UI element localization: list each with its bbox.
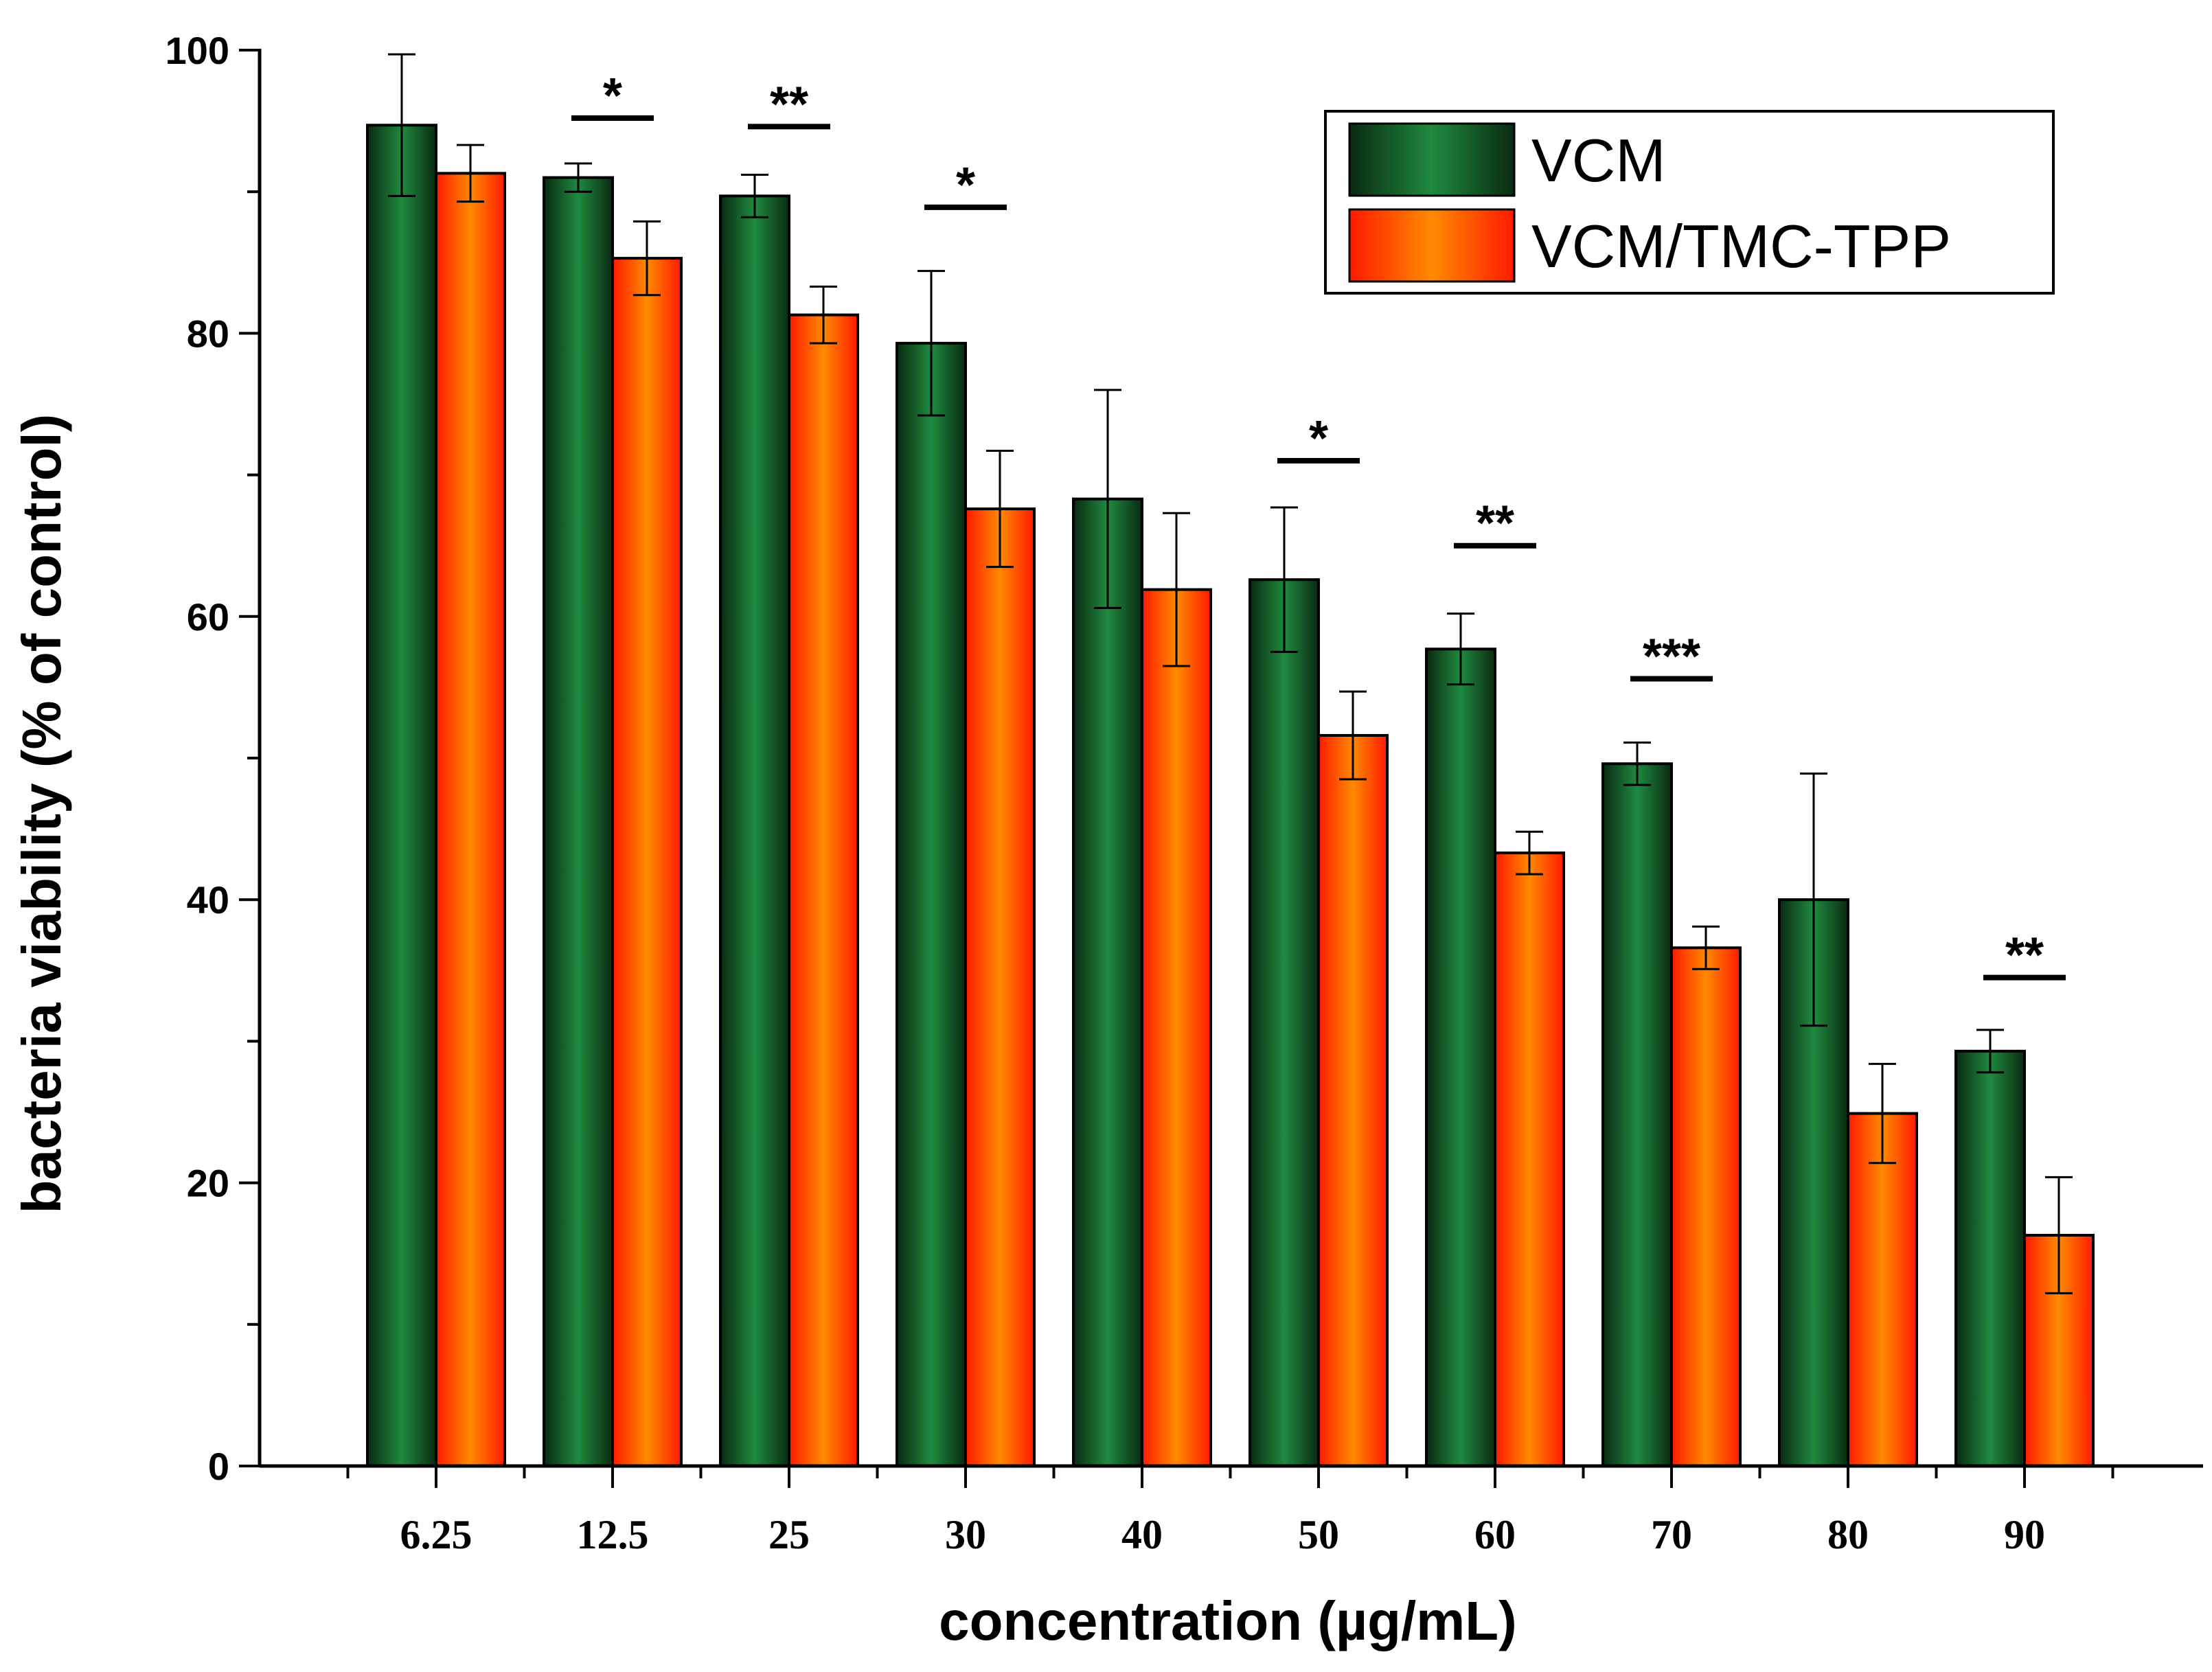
bar-vcm-60 (1425, 648, 1496, 1468)
error-bar-vcm-70 (1623, 741, 1651, 786)
legend-swatch-vcm-tmc-tpp (1348, 208, 1516, 283)
bar-vcm-25 (719, 194, 790, 1467)
bar-vcm-tmc-tpp-30 (964, 507, 1036, 1467)
error-bars-layer (388, 53, 2073, 1294)
x-tick-label-12.5: 12.5 (577, 1512, 649, 1557)
bar-vcm-tmc-tpp-25 (788, 313, 859, 1467)
axes-layer: 0 20 40 60 80 100 6.25 12.5 25 30 40 50 60 70 80 90 (166, 29, 2203, 1557)
x-tick-label-50: 50 (1298, 1512, 1339, 1557)
x-tick-label-80: 80 (1827, 1512, 1869, 1557)
y-axis-title: bacteria viability (% of control) (11, 414, 72, 1214)
bar-vcm-tmc-tpp-50 (1317, 734, 1389, 1467)
error-bar-vcm-tmc-tpp-12.5 (633, 220, 661, 297)
bars-layer (366, 124, 2095, 1468)
error-bar-vcm-tmc-tpp-6.25 (457, 144, 484, 203)
legend-label-vcm-tmc-tpp: VCM/TMC-TPP (1531, 212, 1951, 280)
bar-vcm-tmc-tpp-40 (1141, 588, 1212, 1468)
legend: VCM VCM/TMC-TPP (1324, 110, 2055, 295)
x-tick-label-25: 25 (768, 1512, 810, 1557)
error-bar-vcm-60 (1447, 612, 1474, 686)
bar-vcm-tmc-tpp-6.25 (435, 172, 506, 1467)
error-bar-vcm-tmc-tpp-70 (1692, 925, 1720, 970)
x-tick-label-70: 70 (1651, 1512, 1692, 1557)
y-tick-label-100: 100 (166, 29, 229, 72)
bar-vcm-30 (896, 341, 967, 1468)
x-axis-title: concentration (µg/mL) (939, 1590, 1517, 1651)
bar-vcm-6.25 (366, 124, 437, 1467)
error-bar-vcm-12.5 (565, 162, 592, 193)
x-tick-label-40: 40 (1121, 1512, 1163, 1557)
y-tick-label-0: 0 (208, 1445, 229, 1488)
error-bar-vcm-tmc-tpp-30 (986, 450, 1014, 569)
significance-label-30: * (956, 158, 975, 213)
bar-vcm-90 (1954, 1049, 2026, 1467)
error-bar-vcm-tmc-tpp-50 (1339, 690, 1367, 781)
x-tick-label-60: 60 (1474, 1512, 1516, 1557)
significance-label-12.5: * (603, 69, 622, 124)
significance-label-90: ** (2005, 928, 2044, 983)
bar-vcm-tmc-tpp-12.5 (611, 257, 683, 1467)
significance-label-70: *** (1643, 630, 1700, 685)
error-bar-vcm-30 (917, 270, 945, 417)
legend-swatch-vcm (1348, 122, 1516, 197)
error-bar-vcm-50 (1270, 506, 1298, 653)
error-bar-vcm-tmc-tpp-90 (2045, 1176, 2073, 1294)
y-tick-label-20: 20 (187, 1162, 229, 1205)
bar-vcm-tmc-tpp-80 (1847, 1112, 1918, 1467)
bar-vcm-50 (1248, 578, 1320, 1467)
x-tick-label-6.25: 6.25 (400, 1512, 472, 1557)
y-tick-label-40: 40 (187, 878, 229, 921)
bar-vcm-12.5 (543, 176, 614, 1468)
error-bar-vcm-40 (1094, 389, 1121, 609)
significance-label-60: ** (1476, 496, 1514, 551)
y-tick-label-60: 60 (187, 595, 229, 639)
significance-label-25: ** (770, 77, 808, 132)
error-bar-vcm-tmc-tpp-40 (1163, 512, 1190, 667)
significance-label-50: * (1309, 411, 1328, 466)
bar-vcm-70 (1601, 762, 1673, 1468)
significance-layer: * *********** (571, 69, 2066, 983)
error-bar-vcm-tmc-tpp-25 (810, 285, 837, 345)
error-bar-vcm-90 (1976, 1029, 2004, 1074)
error-bar-vcm-6.25 (388, 53, 415, 197)
bar-vcm-40 (1072, 497, 1143, 1467)
legend-label-vcm: VCM (1531, 126, 1666, 194)
error-bar-vcm-80 (1800, 772, 1827, 1027)
error-bar-vcm-tmc-tpp-80 (1869, 1062, 1896, 1165)
bar-vcm-tmc-tpp-70 (1670, 946, 1742, 1467)
bar-vcm-tmc-tpp-60 (1494, 851, 1565, 1468)
x-tick-label-90: 90 (2004, 1512, 2045, 1557)
error-bar-vcm-25 (741, 173, 768, 218)
y-tick-label-80: 80 (187, 312, 229, 355)
error-bar-vcm-tmc-tpp-60 (1516, 830, 1543, 875)
x-tick-label-30: 30 (945, 1512, 986, 1557)
